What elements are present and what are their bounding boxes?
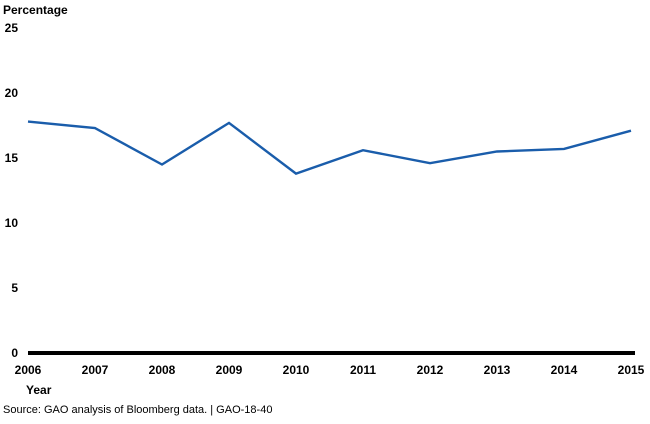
x-tick-label: 2013 — [483, 363, 511, 377]
x-tick-label: 2006 — [14, 363, 42, 377]
y-tick-label: 20 — [4, 86, 18, 100]
data-line-percentage — [27, 120, 632, 175]
y-tick-label: 0 — [11, 346, 18, 360]
source-note: Source: GAO analysis of Bloomberg data. … — [3, 404, 273, 416]
x-tick-label: 2012 — [416, 363, 444, 377]
x-tick-label: 2010 — [282, 363, 310, 377]
y-tick-label: 25 — [4, 21, 18, 35]
x-tick-label: 2008 — [148, 363, 176, 377]
x-tick-label: 2015 — [617, 363, 645, 377]
y-axis-title: Percentage — [3, 3, 68, 17]
y-tick-label: 10 — [4, 216, 18, 230]
y-tick-label: 15 — [4, 151, 18, 165]
x-tick-label: 2007 — [81, 363, 109, 377]
x-tick-label: 2011 — [349, 363, 377, 377]
y-tick-label: 5 — [11, 281, 18, 295]
x-tick-label: 2009 — [215, 363, 243, 377]
x-axis-title: Year — [26, 383, 52, 397]
x-tick-label: 2014 — [550, 363, 578, 377]
